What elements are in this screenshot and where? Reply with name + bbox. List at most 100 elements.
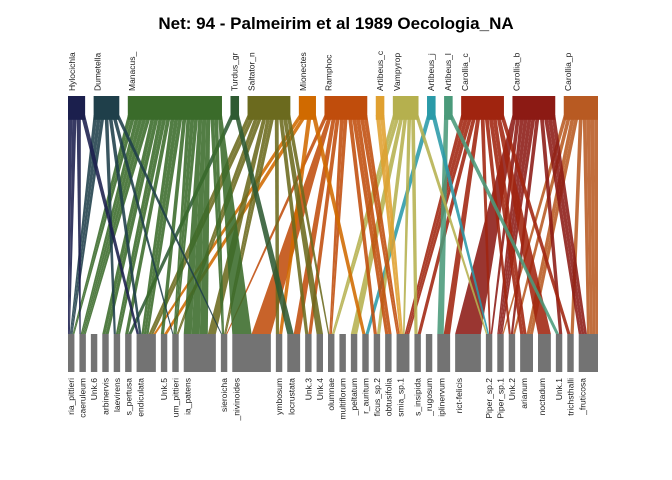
higher-node-box <box>444 96 453 120</box>
interaction-link <box>350 115 404 334</box>
lower-node-box <box>275 334 283 372</box>
interaction-link <box>496 115 551 334</box>
lower-node-label: s_insipida <box>413 378 423 416</box>
interaction-link <box>582 115 590 334</box>
lower-node-label: laevirens <box>112 378 122 412</box>
higher-node-label: Turdus_gr <box>229 52 239 91</box>
lower-node-box <box>160 334 168 372</box>
interaction-link <box>414 115 488 334</box>
interaction-link <box>234 115 294 334</box>
lower-node-label: _peltatum <box>349 378 359 416</box>
higher-node-label: Saltator_n <box>247 52 257 91</box>
interaction-link <box>68 115 73 334</box>
interaction-link <box>76 115 81 334</box>
lower-node-box <box>497 334 504 372</box>
lower-node-label: noctadum <box>537 378 547 415</box>
interaction-links <box>68 115 598 334</box>
interaction-link <box>403 115 412 334</box>
lower-node-label: ficus_sp.2 <box>372 378 382 417</box>
higher-node-box <box>324 96 368 120</box>
interaction-link <box>431 115 490 334</box>
interaction-link <box>108 115 142 334</box>
interaction-link <box>73 115 136 334</box>
lower-node-box <box>136 334 156 372</box>
lower-node-label: obtusifolia <box>383 378 393 417</box>
interaction-link <box>484 115 511 334</box>
lower-node-label: Unk.3 <box>303 378 313 400</box>
interaction-link <box>406 115 469 334</box>
higher-node-box <box>375 96 385 120</box>
lower-node-label: sieroicha <box>219 378 229 412</box>
lower-node-box <box>339 334 346 372</box>
lower-node-label: trichsthalli <box>566 378 576 416</box>
interaction-link <box>500 115 571 334</box>
lower-node-box <box>425 334 433 372</box>
interaction-link <box>69 115 98 334</box>
lower-node-label: caeruleum <box>78 378 88 418</box>
higher-node-label: Manacus_ <box>127 52 137 91</box>
lower-node-label: Unk.1 <box>554 378 564 400</box>
higher-node-label: Hylocichla <box>67 52 77 91</box>
interaction-link <box>71 115 105 334</box>
interaction-link <box>329 115 344 334</box>
lower-node-box <box>102 334 109 372</box>
lower-node-box <box>485 334 493 372</box>
lower-node-label: arbinervis <box>101 378 111 415</box>
interaction-link <box>199 115 211 334</box>
lower-node-box <box>362 334 369 372</box>
lower-node-box <box>385 334 392 372</box>
higher-node-label: Artibeus_j <box>426 53 436 91</box>
higher-node-label: Ramphoc <box>323 54 333 91</box>
lower-node-label: locrustata <box>286 378 296 415</box>
lower-node-label: arianum <box>519 378 529 409</box>
higher-node-label: Vampyrop <box>392 53 402 91</box>
interaction-link <box>539 115 563 334</box>
lower-node-box <box>68 334 75 372</box>
lower-node-label: _fruticosa <box>578 378 588 416</box>
interaction-link <box>143 115 179 334</box>
lower-node-label: ia_patens <box>183 378 193 415</box>
lower-node-box <box>220 334 228 372</box>
interaction-link <box>70 115 101 334</box>
higher-node-box <box>93 96 120 120</box>
interaction-link <box>492 115 527 334</box>
interaction-link <box>175 115 199 334</box>
higher-node-box <box>461 96 504 120</box>
interaction-link <box>111 115 174 334</box>
interaction-link <box>160 115 187 334</box>
interaction-link <box>498 115 529 334</box>
interaction-link <box>590 115 596 334</box>
lower-node-box <box>396 334 410 372</box>
higher-node-box <box>563 96 598 120</box>
interaction-link <box>417 115 477 334</box>
lower-node-box <box>125 334 132 372</box>
interaction-link <box>380 115 403 334</box>
interaction-link <box>543 115 582 334</box>
interaction-link <box>407 115 473 334</box>
interaction-link <box>359 115 399 334</box>
interaction-link <box>375 115 402 334</box>
lower-node-box <box>567 334 574 372</box>
lower-node-box <box>172 334 179 372</box>
lower-node-label: rict-felicis <box>454 378 464 413</box>
interaction-link <box>80 115 139 334</box>
interaction-link <box>174 115 195 334</box>
higher-node-label: Artibeus_c <box>375 50 385 91</box>
higher-node-box <box>127 96 222 120</box>
higher-node-label: Carollia_p <box>563 52 573 91</box>
higher-level-nodes: Hylocichla Dumetella Manacus_ Turdus_gr Salt… <box>67 50 598 120</box>
interaction-link <box>586 115 593 334</box>
interaction-link <box>311 115 366 334</box>
lower-node-box <box>414 334 421 372</box>
interaction-link <box>404 115 466 334</box>
lower-node-label: Unk.2 <box>507 378 517 400</box>
lower-node-box <box>437 334 451 372</box>
interaction-link <box>308 115 341 334</box>
higher-node-label: Carollia_b <box>511 52 521 91</box>
higher-node-box <box>247 96 291 120</box>
lower-node-box <box>90 334 98 372</box>
interaction-link <box>286 115 330 334</box>
lower-node-label: olumnae <box>326 378 336 411</box>
interaction-link <box>551 115 587 334</box>
interaction-link <box>488 115 524 334</box>
